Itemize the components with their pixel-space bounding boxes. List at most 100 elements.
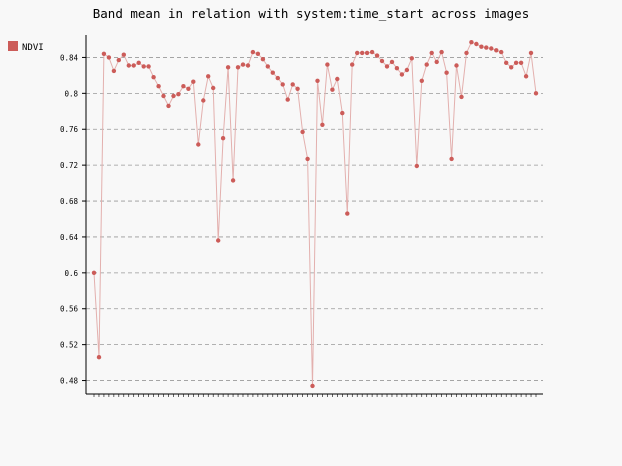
data-point-30 [240, 62, 246, 67]
data-point-48 [330, 87, 335, 92]
y-axis-ticks: 0.48 0.52 0.56 0.6 0.64 0.68 0.72 0.76 0.8 0.84 [60, 53, 86, 386]
data-point-18 [181, 84, 186, 89]
data-point-17 [176, 92, 181, 97]
data-point-11 [146, 64, 151, 69]
data-point-61 [394, 66, 400, 71]
data-point-70 [439, 49, 444, 55]
data-point-19 [186, 86, 191, 92]
data-point-26 [220, 136, 226, 141]
data-point-39 [285, 97, 290, 102]
data-point-12 [151, 75, 156, 80]
data-point-85 [513, 60, 519, 65]
data-point-76 [469, 40, 474, 45]
data-point-57 [374, 53, 380, 58]
data-point-47 [325, 62, 330, 67]
data-point-55 [364, 50, 370, 56]
data-point-28 [230, 178, 236, 183]
data-point-37 [275, 75, 280, 81]
data-point-31 [245, 63, 251, 68]
data-point-56 [369, 49, 375, 55]
data-point-24 [211, 85, 216, 91]
data-point-16 [171, 93, 176, 99]
data-point-51 [345, 211, 350, 216]
data-point-82 [499, 49, 504, 55]
data-point-10 [141, 64, 146, 69]
data-point-67 [424, 62, 429, 67]
data-point-21 [196, 142, 201, 147]
data-point-79 [484, 45, 489, 50]
data-point-88 [528, 50, 534, 56]
data-point-32 [250, 49, 256, 55]
data-point-87 [523, 74, 529, 79]
data-point-50 [340, 110, 345, 116]
legend: NDVI [8, 41, 44, 53]
data-point-63 [404, 67, 410, 73]
data-point-15 [166, 103, 171, 109]
data-point-45 [315, 78, 320, 84]
data-point-20 [191, 79, 196, 84]
data-point-60 [389, 59, 395, 65]
data-point-75 [464, 50, 469, 56]
data-point-49 [335, 76, 340, 82]
legend-label-ndvi: NDVI [22, 43, 44, 53]
data-point-33 [255, 51, 261, 56]
data-point-72 [449, 156, 454, 162]
y-tick-label-7: 0.76 [60, 125, 79, 134]
data-point-84 [509, 65, 514, 70]
data-point-71 [444, 70, 449, 75]
data-point-74 [459, 94, 464, 100]
data-point-13 [156, 84, 161, 89]
chart-title: Band mean in relation with system:time_s… [93, 6, 530, 21]
data-point-7 [126, 63, 131, 68]
series-points-ndvi [91, 40, 539, 389]
data-point-8 [131, 63, 136, 68]
data-point-42 [300, 129, 305, 135]
data-point-53 [355, 50, 360, 56]
data-point-36 [270, 70, 275, 75]
data-point-52 [350, 62, 355, 67]
data-point-35 [265, 64, 270, 69]
data-point-5 [116, 57, 122, 63]
data-point-34 [260, 57, 266, 62]
data-point-83 [504, 60, 509, 65]
data-point-89 [533, 91, 539, 96]
data-point-78 [479, 44, 484, 49]
y-tick-label-2: 0.56 [60, 305, 79, 314]
data-point-14 [161, 93, 166, 99]
y-tick-label-6: 0.72 [60, 161, 78, 170]
data-point-23 [206, 74, 211, 79]
data-point-58 [379, 58, 385, 64]
y-tick-label-9: 0.84 [60, 53, 79, 62]
data-point-2 [101, 51, 107, 56]
data-point-9 [136, 60, 141, 65]
y-gridlines [86, 57, 543, 381]
y-tick-label-4: 0.64 [60, 233, 79, 242]
data-point-27 [225, 65, 231, 70]
data-point-22 [201, 98, 206, 103]
data-point-44 [310, 383, 315, 389]
data-point-65 [414, 163, 419, 169]
y-tick-label-8: 0.8 [64, 89, 78, 98]
data-point-41 [295, 86, 300, 92]
data-point-64 [409, 56, 414, 61]
series-line-ndvi [93, 41, 537, 386]
data-point-6 [121, 52, 127, 57]
data-point-25 [216, 238, 221, 243]
data-point-29 [235, 65, 241, 70]
data-point-69 [434, 59, 439, 65]
y-tick-label-5: 0.68 [60, 197, 79, 206]
data-point-54 [360, 50, 365, 56]
data-point-3 [106, 55, 112, 60]
data-point-68 [429, 50, 434, 56]
data-point-77 [474, 41, 479, 47]
data-point-62 [399, 72, 405, 77]
data-point-81 [494, 48, 499, 53]
data-point-66 [419, 78, 424, 84]
data-point-80 [489, 46, 494, 51]
y-tick-label-3: 0.6 [64, 269, 78, 278]
data-point-40 [290, 82, 295, 87]
data-point-4 [111, 68, 117, 74]
data-point-0 [91, 270, 97, 275]
data-point-46 [320, 122, 325, 128]
